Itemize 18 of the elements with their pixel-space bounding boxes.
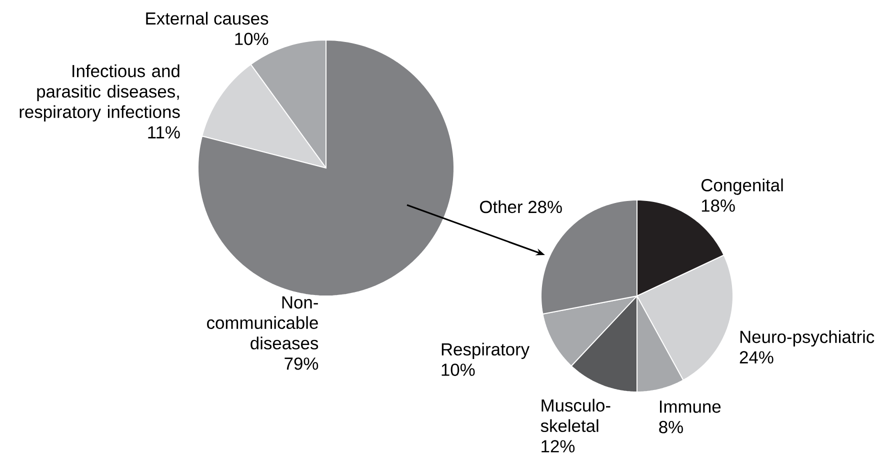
slice-label: Other [480, 200, 522, 214]
slice-label: External causes [146, 12, 268, 25]
slice-label: Infectious and parasitic diseases, respiratory infections [20, 64, 180, 122]
data-label: 10% [235, 32, 268, 46]
data-label: 10% [442, 364, 475, 376]
data-label: 11% [148, 126, 180, 138]
data-label: 12% [542, 440, 575, 452]
slice-label: Immune [660, 400, 721, 413]
data-label: 24% [740, 351, 774, 364]
slice-label: Neuro-psychiatric [740, 330, 874, 347]
data-label: 8% [659, 420, 683, 434]
slice-label: Respiratory [442, 342, 530, 360]
data-label: 28% [528, 200, 562, 214]
slice-label: Congenital [702, 178, 783, 195]
slice-label: Non-communicable diseases [207, 296, 318, 350]
data-label: 79% [284, 357, 318, 370]
data-label: 18% [702, 199, 735, 212]
slice-label: Musculo-skeletal [540, 398, 610, 432]
